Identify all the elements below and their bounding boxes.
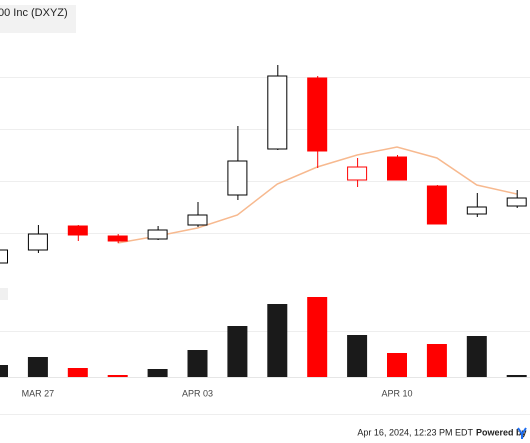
candle-body xyxy=(27,233,48,251)
volume-bar xyxy=(267,304,288,377)
chart-title: 00 Inc (DXYZ) xyxy=(0,7,68,19)
candle-body xyxy=(506,197,527,207)
x-tick-label: APR 10 xyxy=(381,388,412,398)
volume-bar xyxy=(466,336,487,377)
candle-body xyxy=(107,235,128,242)
logo xyxy=(517,427,527,439)
candle-body xyxy=(67,225,88,236)
candle-body xyxy=(426,185,447,225)
x-tick-label: MAR 27 xyxy=(22,388,55,398)
volume-bar xyxy=(227,326,248,377)
volume-bar xyxy=(67,368,88,377)
candle-body xyxy=(387,156,407,181)
title-box xyxy=(0,5,76,33)
volume-bar xyxy=(307,297,328,377)
footer-powered-by: Powered by xyxy=(476,427,527,437)
candle-body xyxy=(267,75,288,150)
volume-tab xyxy=(0,288,8,300)
candle-body xyxy=(347,166,368,181)
candle-body xyxy=(227,160,248,196)
volume-bar xyxy=(0,365,8,377)
candle-body xyxy=(187,214,208,226)
candle-body xyxy=(307,77,328,152)
x-tick-label: APR 03 xyxy=(182,388,213,398)
volume-bar xyxy=(147,369,168,377)
candle-body xyxy=(466,206,487,215)
footer-timestamp: Apr 16, 2024, 12:23 PM EDT xyxy=(357,427,473,437)
candle-body xyxy=(147,229,168,240)
volume-bar xyxy=(347,335,368,377)
volume-bar xyxy=(27,357,48,377)
volume-bar xyxy=(107,375,128,377)
candle-body xyxy=(0,249,8,264)
volume-bar xyxy=(187,350,208,377)
volume-bar xyxy=(506,375,527,377)
volume-bar xyxy=(387,353,407,377)
volume-bar xyxy=(426,344,447,377)
